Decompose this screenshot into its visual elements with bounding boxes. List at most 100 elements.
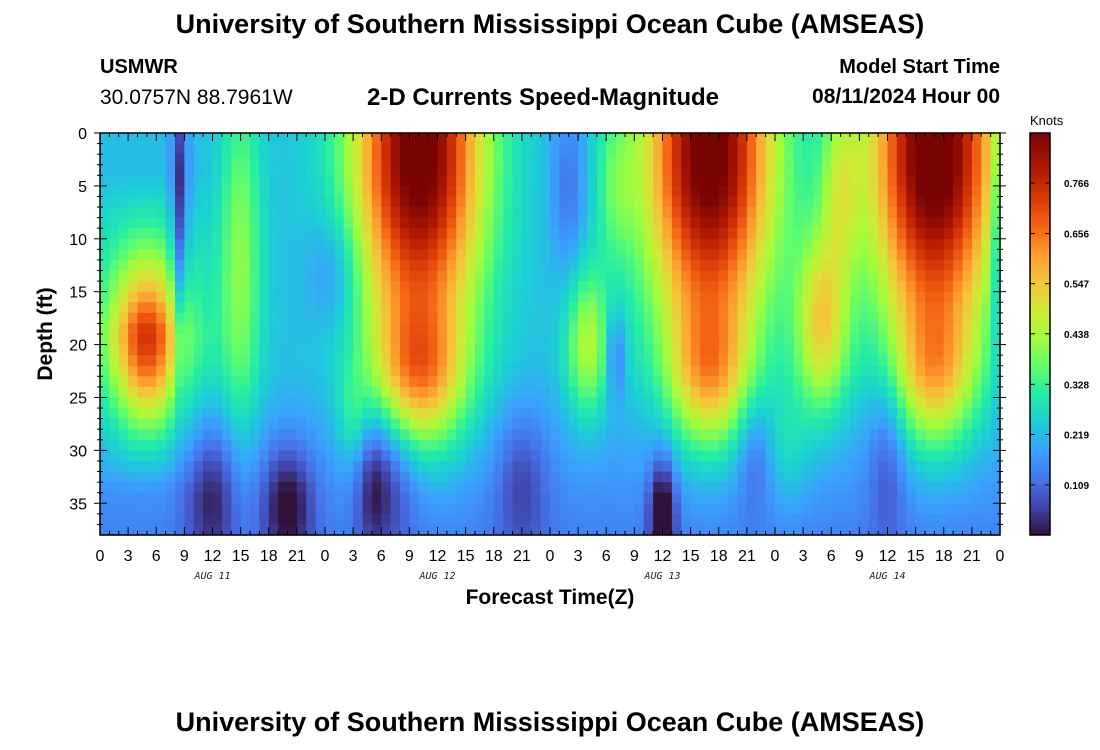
heatmap-cell xyxy=(653,397,664,409)
heatmap-cell xyxy=(662,418,673,430)
heatmap-cell xyxy=(100,334,110,346)
heatmap-cell xyxy=(793,143,804,155)
heatmap-cell xyxy=(550,217,560,229)
heatmap-cell xyxy=(278,439,289,451)
x-tick-label: 9 xyxy=(855,548,864,565)
heatmap-cell xyxy=(409,460,420,473)
heatmap-cell xyxy=(662,334,673,346)
heatmap-cell xyxy=(943,334,954,346)
heatmap-cell xyxy=(484,249,495,261)
heatmap-cell xyxy=(212,355,223,367)
heatmap-cell xyxy=(503,408,514,420)
heatmap-cell xyxy=(203,133,214,145)
heatmap-cell xyxy=(746,397,757,409)
heatmap-cell xyxy=(840,450,851,462)
heatmap-cell xyxy=(700,154,710,166)
heatmap-cell xyxy=(700,259,710,272)
heatmap-cell xyxy=(362,513,373,526)
heatmap-cell xyxy=(446,270,457,282)
heatmap-cell xyxy=(690,397,701,409)
heatmap-cell xyxy=(343,429,354,441)
heatmap-cell xyxy=(700,334,710,346)
heatmap-cell xyxy=(559,270,570,282)
heatmap-cell xyxy=(212,196,223,208)
heatmap-cell xyxy=(118,154,129,166)
heatmap-cell xyxy=(212,238,223,250)
heatmap-cell xyxy=(831,439,842,451)
heatmap-cell xyxy=(521,228,532,240)
heatmap-cell xyxy=(456,249,467,261)
heatmap-cell xyxy=(625,503,635,515)
x-tick-label: 15 xyxy=(682,548,700,565)
heatmap-cell xyxy=(868,302,879,314)
heatmap-cell xyxy=(746,482,757,494)
heatmap-cell xyxy=(878,344,889,356)
heatmap-cell xyxy=(437,460,448,473)
heatmap-cell xyxy=(456,259,467,272)
heatmap-cell xyxy=(540,513,551,526)
heatmap-cell xyxy=(765,207,776,219)
heatmap-cell xyxy=(812,185,823,198)
heatmap-cell xyxy=(456,207,467,219)
heatmap-cell xyxy=(268,376,279,388)
heatmap-cell xyxy=(803,302,814,314)
heatmap-cell xyxy=(409,408,420,420)
heatmap-cell xyxy=(250,238,260,250)
heatmap-cell xyxy=(971,270,982,282)
heatmap-cell xyxy=(606,471,617,483)
heatmap-cell xyxy=(578,429,589,441)
heatmap-cell xyxy=(718,196,729,208)
heatmap-cell xyxy=(634,281,645,293)
heatmap-cell xyxy=(371,217,382,229)
heatmap-cell xyxy=(915,408,926,420)
heatmap-cell xyxy=(287,281,298,293)
heatmap-cell xyxy=(653,418,664,430)
heatmap-cell xyxy=(662,513,673,526)
heatmap-cell xyxy=(896,439,907,451)
heatmap-cell xyxy=(428,482,439,494)
heatmap-cell xyxy=(334,228,345,240)
heatmap-cell xyxy=(278,503,289,515)
heatmap-cell xyxy=(550,154,560,166)
heatmap-cell xyxy=(681,482,692,494)
heatmap-cell xyxy=(165,524,176,536)
footer-title: University of Southern Mississippi Ocean… xyxy=(175,707,925,737)
heatmap-cell xyxy=(896,418,907,430)
heatmap-cell xyxy=(878,312,889,325)
heatmap-cell xyxy=(353,312,364,325)
heatmap-cell xyxy=(728,302,739,314)
heatmap-cell xyxy=(100,344,110,356)
heatmap-cell xyxy=(484,482,495,494)
heatmap-cell xyxy=(681,143,692,155)
heatmap-cell xyxy=(118,513,129,526)
heatmap-cell xyxy=(728,482,739,494)
heatmap-cell xyxy=(175,164,185,176)
heatmap-cell xyxy=(803,207,814,219)
heatmap-cell xyxy=(634,207,645,219)
heatmap-cell xyxy=(259,249,270,261)
heatmap-cell xyxy=(550,397,560,409)
heatmap-cell xyxy=(718,386,729,399)
heatmap-cell xyxy=(681,185,692,198)
heatmap-cell xyxy=(934,376,945,388)
heatmap-cell xyxy=(981,312,992,325)
heatmap-cell xyxy=(634,185,645,198)
heatmap-cell xyxy=(737,482,748,494)
heatmap-cell xyxy=(728,492,739,504)
heatmap-cell xyxy=(568,429,579,441)
heatmap-cell xyxy=(400,482,410,494)
heatmap-cell xyxy=(493,302,504,314)
heatmap-cell xyxy=(315,460,326,473)
heatmap-cell xyxy=(109,238,120,250)
heatmap-cell xyxy=(578,291,589,303)
heatmap-cell xyxy=(353,397,364,409)
heatmap-cell xyxy=(981,386,992,399)
heatmap-cell xyxy=(503,281,514,293)
heatmap-cell xyxy=(737,376,748,388)
heatmap-cell xyxy=(821,133,832,145)
heatmap-cell xyxy=(728,334,739,346)
heatmap-cell xyxy=(400,175,410,187)
heatmap-cell xyxy=(137,281,148,293)
heatmap-cell xyxy=(521,429,532,441)
heatmap-cell xyxy=(784,513,795,526)
